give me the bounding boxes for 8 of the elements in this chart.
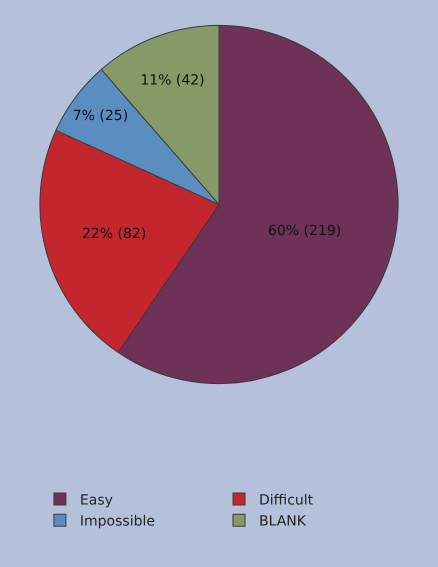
data-label: 7% (25) bbox=[72, 108, 128, 124]
data-label: 22% (82) bbox=[82, 226, 146, 242]
data-label: 60% (219) bbox=[268, 222, 342, 239]
legend-label: Difficult bbox=[259, 492, 314, 509]
legend-label: BLANK bbox=[259, 514, 307, 530]
data-label: 11% (42) bbox=[140, 72, 205, 88]
legend-label: Impossible bbox=[80, 514, 155, 530]
legend-label: Easy bbox=[80, 492, 113, 509]
